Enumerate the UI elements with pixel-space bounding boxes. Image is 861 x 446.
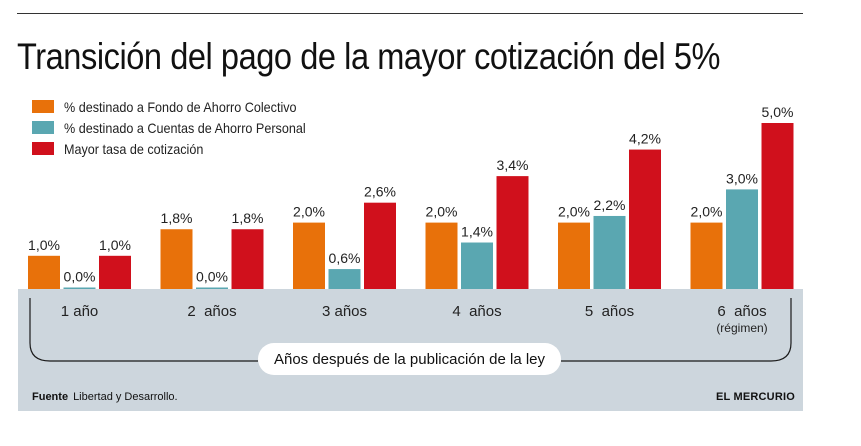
legend-label: % destinado a Fondo de Ahorro Colectivo [64, 98, 297, 115]
chart-title: Transición del pago de la mayor cotizaci… [17, 36, 720, 77]
data-label: 4,2% [629, 131, 661, 147]
legend-item-cuentas-personal: % destinado a Cuentas de Ahorro Personal [32, 117, 333, 138]
bar-tasa-6 [761, 123, 794, 289]
data-label: 2,0% [293, 204, 325, 220]
top-rule [17, 13, 803, 14]
data-label: 2,0% [691, 204, 723, 220]
bar-fondo-3 [293, 222, 325, 289]
bar-cuentas-2 [196, 287, 228, 289]
legend: % destinado a Fondo de Ahorro Colectivo … [32, 96, 333, 159]
source-label: Fuente [32, 391, 69, 403]
brand-logo: EL MERCURIO [715, 391, 795, 403]
data-label: 2,0% [426, 204, 458, 220]
category-label: 1 año [61, 303, 99, 320]
data-label: 1,0% [28, 237, 60, 253]
bar-fondo-2 [160, 229, 193, 289]
bar-tasa-3 [364, 202, 396, 289]
bracket-right [561, 298, 792, 362]
legend-item-fondo-colectivo: % destinado a Fondo de Ahorro Colectivo [32, 96, 333, 117]
category-label: 5 años [585, 303, 634, 320]
category-sublabel: (régimen) [716, 321, 767, 335]
legend-swatch-red [32, 142, 54, 155]
bar-fondo-1 [28, 255, 60, 289]
bar-tasa-1 [99, 255, 131, 289]
data-label: 2,0% [558, 204, 590, 220]
data-label: 0,6% [329, 250, 361, 266]
data-label: 1,8% [232, 210, 264, 226]
data-label: 2,6% [364, 184, 396, 200]
bar-cuentas-3 [328, 269, 361, 289]
bracket-left [29, 298, 258, 362]
bar-cuentas-4 [461, 242, 493, 289]
bar-tasa-2 [231, 229, 264, 289]
legend-label: Mayor tasa de cotización [64, 140, 204, 157]
category-label: 2 años [187, 303, 236, 320]
data-label: 0,0% [64, 269, 96, 285]
legend-item-mayor-tasa: Mayor tasa de cotización [32, 138, 333, 159]
data-label: 1,8% [161, 210, 193, 226]
category-label: 3 años [322, 303, 367, 320]
data-label: 5,0% [762, 104, 794, 120]
bar-cuentas-1 [63, 287, 96, 289]
bar-tasa-5 [629, 149, 661, 289]
category-label: 6 años [717, 303, 766, 320]
data-label: 2,2% [594, 197, 626, 213]
bar-fondo-6 [690, 222, 723, 289]
legend-label: % destinado a Cuentas de Ahorro Personal [64, 119, 306, 136]
data-label: 3,4% [497, 157, 529, 173]
data-label: 0,0% [196, 269, 228, 285]
data-label: 1,4% [461, 224, 493, 240]
legend-swatch-orange [32, 100, 54, 113]
bar-cuentas-6 [726, 189, 758, 289]
data-label: 3,0% [726, 170, 758, 186]
category-label: 4 años [452, 303, 501, 320]
source-note: Fuente Libertad y Desarrollo. [32, 391, 178, 403]
legend-swatch-teal [32, 121, 54, 134]
bar-cuentas-5 [593, 215, 626, 289]
bar-fondo-4 [425, 222, 458, 289]
data-label: 1,0% [99, 237, 131, 253]
x-axis-label: Años después de la publicación de la ley [258, 343, 561, 375]
bar-tasa-4 [496, 176, 529, 289]
bar-fondo-5 [558, 222, 590, 289]
source-text: Libertad y Desarrollo. [73, 391, 178, 403]
